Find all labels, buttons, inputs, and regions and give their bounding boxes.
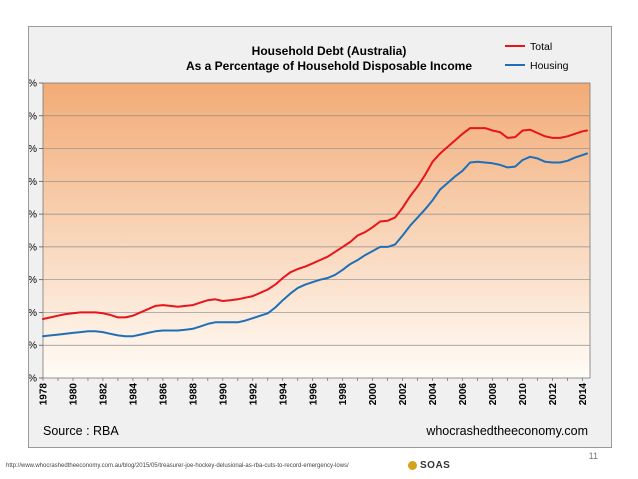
- series-line-housing: [42, 152, 588, 338]
- logo-text: SOAS: [420, 459, 451, 471]
- chart-title: Household Debt (Australia): [252, 44, 407, 58]
- chart-subtitle: As a Percentage of Household Disposable …: [186, 59, 472, 73]
- legend-label-total: Total: [530, 41, 552, 53]
- site-label: whocrashedtheeconomy.com: [425, 424, 588, 438]
- x-tick-label: 2004: [428, 383, 439, 406]
- y-tick-label: 160%: [29, 111, 37, 122]
- page-number: 11: [588, 451, 598, 461]
- legend: Total Housing: [505, 41, 569, 72]
- x-tick-label: 1988: [188, 383, 199, 406]
- y-tick-label: 80%: [29, 242, 37, 253]
- y-tick-label: 60%: [29, 275, 37, 286]
- x-tick-label: 1978: [39, 383, 50, 406]
- x-tick-label: 1992: [248, 383, 259, 406]
- x-tick-label: 2002: [398, 383, 409, 406]
- y-tick-label: 140%: [29, 144, 37, 155]
- source-url[interactable]: http://www.whocrashedtheeconomy.com.au/b…: [6, 463, 349, 469]
- y-tick-label: 180%: [29, 79, 37, 90]
- x-tick-label: 1990: [218, 383, 229, 406]
- y-tick-label: 120%: [29, 177, 37, 188]
- x-tick-label: 1984: [128, 383, 139, 406]
- logo-emblem-icon: [408, 460, 417, 470]
- x-tick-label: 1996: [308, 383, 319, 406]
- x-tick-label: 2014: [578, 383, 589, 406]
- source-label: Source : RBA: [43, 424, 119, 438]
- x-tick-label: 1982: [98, 383, 109, 406]
- series-line-total: [42, 127, 588, 320]
- x-tick-label: 1980: [68, 383, 79, 406]
- chart-frame: 0% 20% 40% 60% 80% 100% 120% 140% 160% 180% 1978 1…: [28, 26, 612, 448]
- x-tick-label: 2006: [458, 383, 469, 406]
- y-tick-label: 20%: [29, 341, 37, 352]
- x-tick-label: 2010: [518, 383, 529, 406]
- soas-logo: SOAS: [408, 455, 450, 475]
- x-tick-label: 1998: [338, 383, 349, 406]
- x-tick-label: 1986: [158, 383, 169, 406]
- x-tick-label: 1994: [278, 383, 289, 406]
- y-tick-label: 100%: [29, 210, 37, 221]
- x-tick-label: 2000: [368, 383, 379, 406]
- chart-canvas: 0% 20% 40% 60% 80% 100% 120% 140% 160% 180% 1978 1…: [29, 41, 591, 438]
- x-tick-label: 2008: [488, 383, 499, 406]
- plot-area: [42, 82, 591, 379]
- y-tick-label: 0%: [29, 374, 37, 385]
- y-tick-label: 40%: [29, 308, 37, 319]
- legend-label-housing: Housing: [530, 60, 569, 72]
- x-tick-label: 2012: [548, 383, 559, 406]
